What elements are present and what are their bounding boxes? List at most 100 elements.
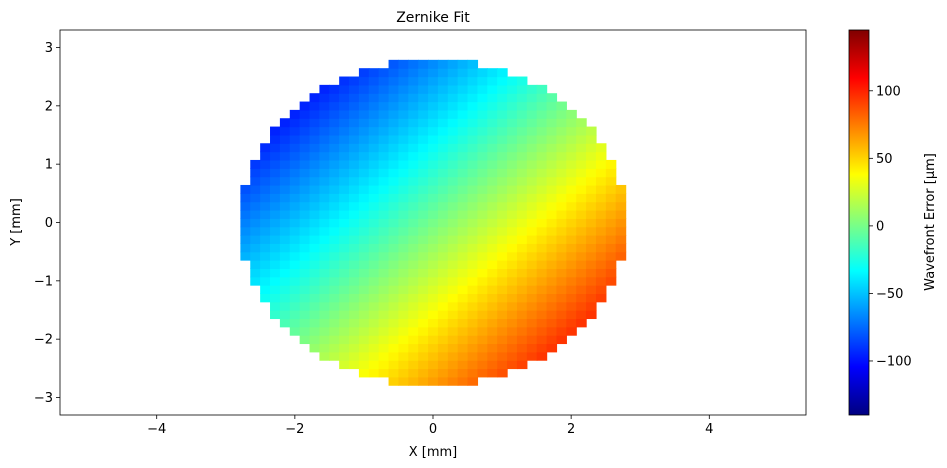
heatmap-cell bbox=[388, 326, 400, 336]
heatmap-cell bbox=[408, 326, 419, 336]
heatmap-cell bbox=[250, 184, 261, 194]
heatmap-cell bbox=[260, 151, 271, 161]
heatmap-cell bbox=[250, 235, 261, 244]
heatmap-cell bbox=[349, 126, 360, 136]
heatmap-cell bbox=[507, 326, 518, 336]
heatmap-cell bbox=[349, 293, 360, 303]
heatmap-cell bbox=[576, 260, 587, 269]
heatmap-cell bbox=[319, 318, 330, 328]
heatmap-cell bbox=[516, 168, 528, 178]
heatmap-cell bbox=[299, 226, 311, 236]
heatmap-cell bbox=[526, 176, 538, 186]
heatmap-cell bbox=[467, 184, 479, 194]
heatmap-cell bbox=[329, 126, 340, 136]
heatmap-cell bbox=[250, 218, 261, 228]
heatmap-cell bbox=[250, 209, 261, 219]
heatmap-cell bbox=[447, 243, 459, 253]
heatmap-cell bbox=[289, 235, 301, 244]
heatmap-cell bbox=[388, 126, 400, 136]
heatmap-cell bbox=[260, 285, 271, 294]
heatmap-cell bbox=[349, 109, 360, 119]
heatmap-cell bbox=[467, 226, 479, 236]
heatmap-cell bbox=[477, 218, 488, 228]
heatmap-cell bbox=[418, 343, 429, 353]
heatmap-cell bbox=[586, 226, 597, 236]
heatmap-cell bbox=[428, 193, 439, 203]
heatmap-cell bbox=[487, 318, 498, 328]
heatmap-cell bbox=[309, 318, 321, 328]
heatmap-cell bbox=[418, 84, 429, 94]
heatmap-cell bbox=[339, 301, 350, 311]
heatmap-cell bbox=[428, 218, 439, 228]
heatmap-cell bbox=[378, 360, 390, 370]
heatmap-cell bbox=[467, 293, 479, 303]
heatmap-cell bbox=[507, 351, 518, 361]
heatmap-cell bbox=[447, 184, 459, 194]
heatmap-cell bbox=[319, 118, 330, 128]
heatmap-cell bbox=[319, 301, 330, 311]
heatmap-cell bbox=[289, 134, 301, 144]
heatmap-cell bbox=[467, 209, 479, 219]
heatmap-cell bbox=[477, 260, 488, 269]
heatmap-cell bbox=[349, 343, 360, 353]
heatmap-cell bbox=[447, 59, 459, 69]
heatmap-cell bbox=[368, 176, 380, 186]
heatmap-cell bbox=[418, 301, 429, 311]
heatmap-cell bbox=[418, 260, 429, 269]
heatmap-cell bbox=[497, 285, 508, 294]
heatmap-cell bbox=[358, 109, 370, 119]
heatmap-cell bbox=[467, 126, 479, 136]
heatmap-cell bbox=[289, 268, 301, 278]
heatmap-cell bbox=[467, 193, 479, 203]
heatmap-cell bbox=[477, 276, 488, 286]
heatmap-cell bbox=[526, 109, 538, 119]
heatmap-cell bbox=[457, 184, 469, 194]
heatmap-cell bbox=[428, 226, 439, 236]
heatmap-cell bbox=[329, 326, 340, 336]
heatmap-cell bbox=[418, 235, 429, 244]
heatmap-cell bbox=[378, 226, 390, 236]
heatmap-cell bbox=[270, 184, 281, 194]
heatmap-cell bbox=[329, 260, 340, 269]
heatmap-cell bbox=[329, 235, 340, 244]
heatmap-cell bbox=[270, 243, 281, 253]
heatmap-cell bbox=[309, 293, 321, 303]
heatmap-cell bbox=[388, 368, 400, 378]
heatmap-cell bbox=[408, 143, 419, 153]
heatmap-cell bbox=[437, 193, 449, 203]
heatmap-cell bbox=[595, 243, 607, 253]
heatmap-cell bbox=[516, 293, 528, 303]
heatmap-cell bbox=[408, 293, 419, 303]
heatmap-cell bbox=[507, 126, 518, 136]
heatmap-cell bbox=[497, 209, 508, 219]
heatmap-cell bbox=[339, 226, 350, 236]
heatmap-cell bbox=[457, 126, 469, 136]
heatmap-cell bbox=[349, 310, 360, 320]
heatmap-cell bbox=[437, 301, 449, 311]
heatmap-cell bbox=[418, 251, 429, 261]
heatmap-cell bbox=[339, 134, 350, 144]
heatmap-cell bbox=[487, 326, 498, 336]
heatmap-cell bbox=[299, 243, 311, 253]
heatmap-cell bbox=[378, 318, 390, 328]
heatmap-cell bbox=[319, 143, 330, 153]
heatmap-cell bbox=[576, 226, 587, 236]
heatmap-cell bbox=[309, 310, 321, 320]
heatmap-cell bbox=[378, 93, 390, 103]
heatmap-cell bbox=[358, 335, 370, 345]
heatmap-cell bbox=[437, 243, 449, 253]
heatmap-cell bbox=[507, 260, 518, 269]
heatmap-cell bbox=[566, 276, 577, 286]
heatmap-cell bbox=[526, 143, 538, 153]
x-axis-ticks: −4 −2 0 2 4 bbox=[147, 415, 713, 437]
heatmap-cell bbox=[329, 159, 340, 169]
heatmap-cell bbox=[595, 251, 607, 261]
heatmap-cell bbox=[595, 168, 607, 178]
heatmap-cell bbox=[378, 310, 390, 320]
heatmap-cell bbox=[546, 268, 558, 278]
heatmap-cell bbox=[447, 235, 459, 244]
heatmap-cell bbox=[368, 243, 380, 253]
heatmap-cell bbox=[349, 118, 360, 128]
heatmap-cell bbox=[556, 276, 567, 286]
heatmap-cell bbox=[605, 159, 617, 169]
